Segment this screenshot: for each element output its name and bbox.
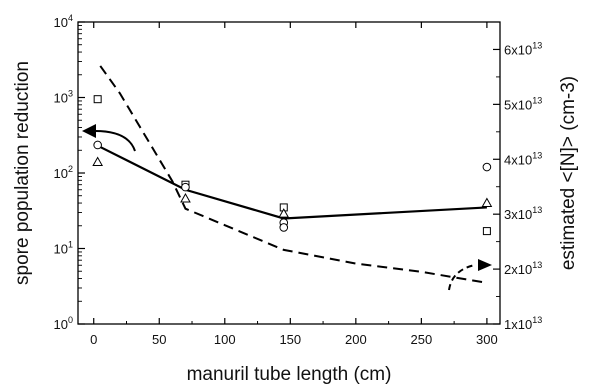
- right-axis-arrowhead: [478, 259, 492, 271]
- left-axis-arrowhead: [82, 124, 96, 138]
- x-tick-label: 0: [90, 332, 97, 347]
- triangle-marker: [92, 156, 104, 166]
- square-marker: [482, 227, 491, 236]
- x-axis-title: manuril tube length (cm): [187, 364, 392, 385]
- circle-marker: [279, 223, 289, 232]
- right-axis-arrow-curve: [448, 264, 476, 291]
- right-y-tick-label: 3x1013: [504, 205, 542, 222]
- circle-marker: [93, 140, 102, 150]
- solid-series-line: [97, 144, 487, 220]
- x-tick-label: 250: [411, 332, 433, 347]
- right-y-tick-label: 4x1013: [504, 150, 542, 167]
- square-marker: [93, 95, 102, 104]
- x-tick-label: 200: [345, 332, 367, 347]
- left-y-tick-label: 100: [54, 315, 73, 332]
- right-y-tick-label: 5x1013: [504, 95, 542, 112]
- right-y-tick-label: 1x1013: [504, 315, 542, 332]
- x-tick-label: 100: [214, 332, 236, 347]
- triangle-marker: [278, 208, 290, 218]
- triangle-marker: [481, 197, 493, 208]
- left-y-axis-title: spore population reduction: [12, 61, 33, 285]
- right-y-tick-label: 2x1013: [504, 260, 542, 277]
- left-y-tick-label: 102: [54, 164, 73, 181]
- left-y-tick-label: 101: [54, 240, 73, 257]
- left-y-tick-label: 103: [54, 89, 73, 106]
- right-y-axis-title: estimated <[N]> (cm-3): [558, 76, 579, 270]
- x-tick-label: 150: [279, 332, 301, 347]
- circle-marker: [482, 162, 492, 172]
- x-tick-label: 50: [152, 332, 166, 347]
- x-tick-label: 300: [476, 332, 498, 347]
- left-axis-arrow-curve: [91, 129, 136, 152]
- right-y-tick-label: 6x1013: [504, 40, 542, 57]
- left-y-tick-label: 104: [54, 13, 73, 30]
- dashed-series-line: [99, 65, 488, 284]
- triangle-marker: [180, 192, 191, 203]
- plot-frame: [77, 21, 501, 325]
- circle-marker: [181, 182, 190, 192]
